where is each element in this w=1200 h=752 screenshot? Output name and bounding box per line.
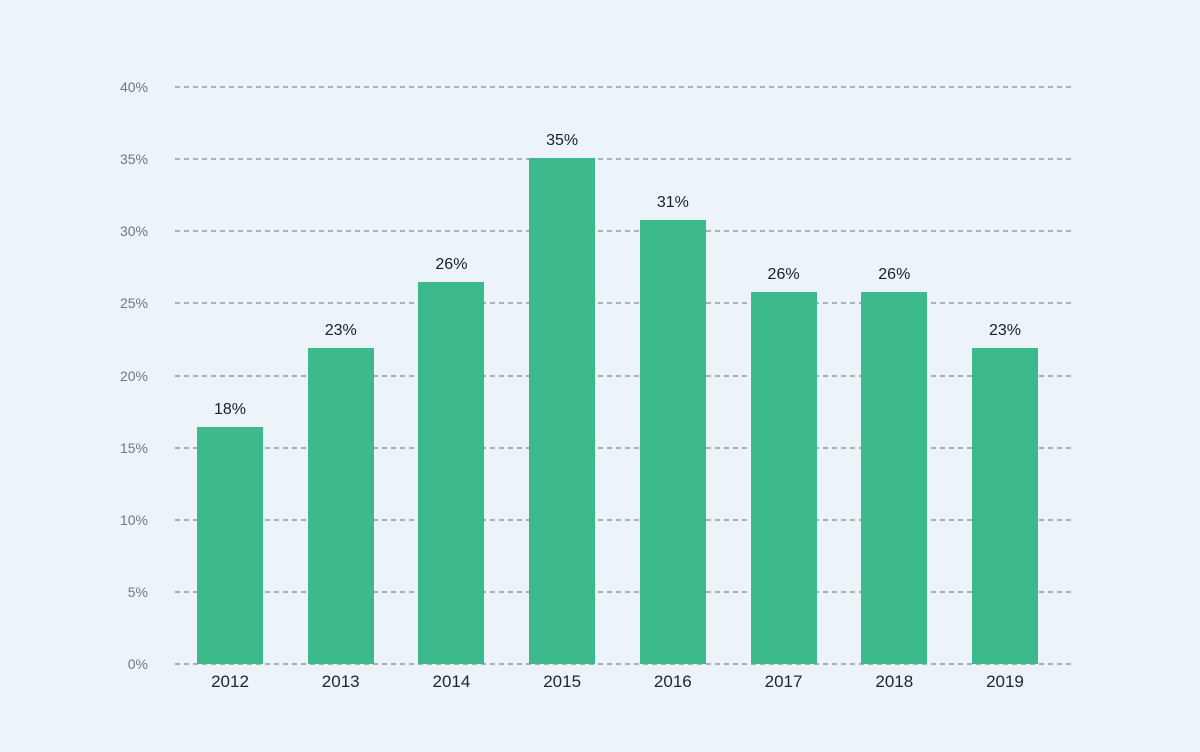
gridline <box>175 446 1075 449</box>
bar-2012[interactable] <box>197 427 263 664</box>
y-axis-tick-label: 0% <box>127 656 148 672</box>
gridline <box>175 374 1075 377</box>
gridline <box>175 302 1075 305</box>
bar-2017[interactable] <box>750 291 817 664</box>
bar-value-label: 18% <box>213 401 247 419</box>
bar-2018[interactable] <box>861 291 928 664</box>
bar-value-label: 23% <box>324 322 357 340</box>
y-axis-tick-label: 40% <box>119 79 148 95</box>
bar-2013[interactable] <box>307 348 374 664</box>
bar-2015[interactable] <box>529 157 596 664</box>
bar-value-label: 26% <box>878 265 911 283</box>
x-axis-category-label: 2019 <box>986 672 1024 691</box>
bar-value-label: 26% <box>767 265 800 283</box>
gridline <box>175 663 1075 665</box>
x-axis-category-label: 2012 <box>211 672 249 691</box>
bar-2016[interactable] <box>639 219 706 664</box>
bar-2019[interactable] <box>971 348 1038 664</box>
gridline <box>175 86 1075 88</box>
x-axis-category-label: 2015 <box>543 672 582 691</box>
y-axis-tick-label: 35% <box>119 151 148 168</box>
gridline <box>175 230 1075 233</box>
bar-value-label: 26% <box>435 255 468 273</box>
y-axis-tick-label: 20% <box>119 367 148 384</box>
gridline <box>175 158 1075 161</box>
x-axis-category-label: 2018 <box>875 672 914 691</box>
y-axis-tick-label: 25% <box>119 295 148 312</box>
y-axis-tick-label: 10% <box>119 511 148 528</box>
bar-value-label: 31% <box>656 193 689 211</box>
bar-value-label: 23% <box>988 322 1021 340</box>
x-axis-category-label: 2016 <box>653 672 692 691</box>
plot-area: 18% 23% 26% 35% 31% 26% 26% 23% <box>175 86 1075 665</box>
y-axis-tick-label: 15% <box>119 439 148 456</box>
bar-2014[interactable] <box>418 281 485 664</box>
x-axis-category-label: 2013 <box>321 672 360 691</box>
bar-value-label: 35% <box>546 131 579 149</box>
gridline <box>175 518 1075 521</box>
y-axis-tick-label: 5% <box>127 583 148 600</box>
x-axis-category-label: 2017 <box>764 672 803 691</box>
gridline <box>175 590 1075 593</box>
x-axis-category-label: 2014 <box>432 672 471 691</box>
y-axis-tick-label: 30% <box>119 223 148 240</box>
